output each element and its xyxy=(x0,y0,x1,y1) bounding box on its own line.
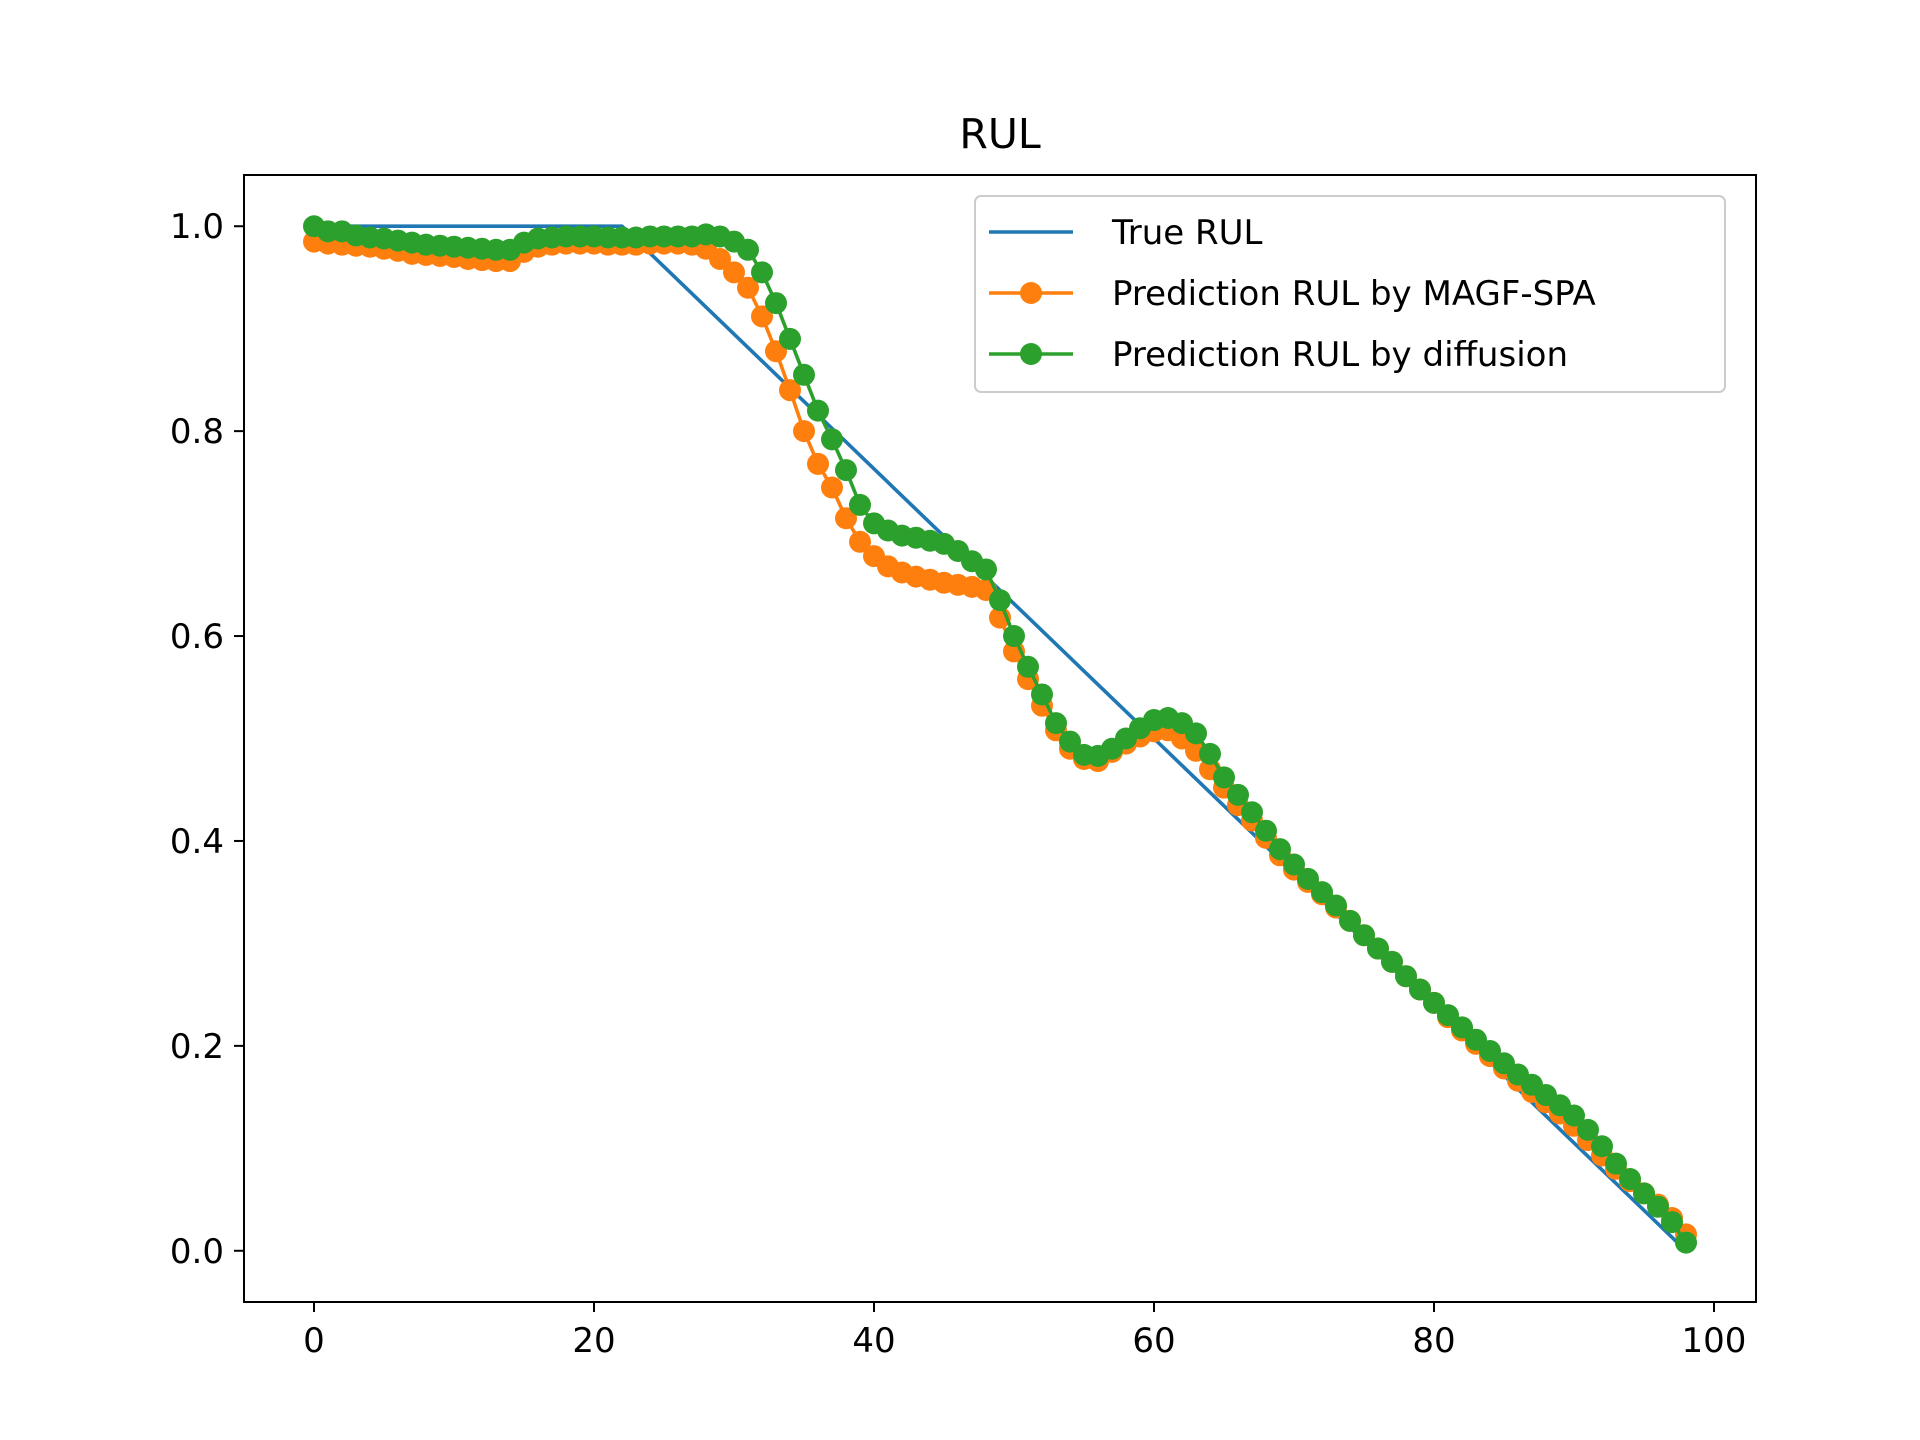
data-point xyxy=(849,493,871,516)
data-point xyxy=(975,558,997,581)
data-point xyxy=(1241,801,1263,824)
data-point xyxy=(1059,730,1081,753)
data-point xyxy=(779,379,801,402)
data-point xyxy=(1017,655,1039,678)
data-point xyxy=(1045,712,1067,735)
data-point xyxy=(779,327,801,350)
data-point xyxy=(1353,924,1375,947)
legend-entry: Prediction RUL by diffusion xyxy=(989,335,1568,375)
data-point xyxy=(1199,742,1221,765)
data-point xyxy=(1031,683,1053,706)
legend-entry: Prediction RUL by MAGF-SPA xyxy=(989,274,1596,314)
legend-marker xyxy=(1020,282,1042,304)
legend-box xyxy=(974,195,1726,393)
data-point xyxy=(1661,1211,1683,1234)
legend-entry: True RUL xyxy=(989,213,1263,253)
axes-frame xyxy=(243,174,1757,1303)
data-point xyxy=(1227,783,1249,806)
data-point xyxy=(737,238,759,261)
data-point xyxy=(1367,937,1389,960)
y-tick-label: 0.0 xyxy=(170,1232,224,1272)
data-point xyxy=(1381,950,1403,973)
data-point xyxy=(1647,1195,1669,1218)
data-point xyxy=(1325,894,1347,917)
axes: 0 20 40 60 80 100 0.0 0.2 0.4 0.6 0.8 1.0 xyxy=(170,174,1757,1361)
data-point xyxy=(1563,1104,1585,1127)
data-point xyxy=(821,476,843,499)
x-tick-label: 100 xyxy=(1682,1321,1747,1361)
data-point xyxy=(737,276,759,299)
data-point xyxy=(1409,978,1431,1001)
data-point xyxy=(835,459,857,482)
data-point xyxy=(1185,722,1207,745)
data-point xyxy=(709,248,731,271)
legend: True RUL Prediction RUL by MAGF-SPA Predic… xyxy=(974,195,1726,393)
data-point xyxy=(1675,1231,1697,1254)
data-point xyxy=(1395,965,1417,988)
data-point xyxy=(807,399,829,422)
series-2 xyxy=(303,215,1697,1254)
data-point xyxy=(751,305,773,328)
y-tick-label: 1.0 xyxy=(170,207,224,247)
legend-label: Prediction RUL by diffusion xyxy=(1112,335,1568,375)
data-point xyxy=(1297,867,1319,890)
data-point xyxy=(989,589,1011,612)
legend-label: True RUL xyxy=(1111,213,1263,253)
y-tick-label: 0.8 xyxy=(170,412,224,452)
data-point xyxy=(807,452,829,475)
x-tick-label: 80 xyxy=(1412,1321,1455,1361)
data-point xyxy=(1283,853,1305,876)
x-tick-label: 20 xyxy=(572,1321,615,1361)
data-point xyxy=(1003,625,1025,648)
x-tick-label: 0 xyxy=(303,1321,325,1361)
data-point xyxy=(1605,1152,1627,1175)
y-tick-label: 0.4 xyxy=(170,822,224,862)
data-point xyxy=(1255,819,1277,842)
x-tick-label: 40 xyxy=(852,1321,895,1361)
data-point xyxy=(751,261,773,284)
data-point xyxy=(1311,881,1333,904)
legend-label: Prediction RUL by MAGF-SPA xyxy=(1112,274,1596,314)
data-point xyxy=(723,261,745,284)
chart-title: RUL xyxy=(959,110,1040,158)
data-point xyxy=(1577,1118,1599,1141)
data-point xyxy=(1591,1135,1613,1158)
data-point xyxy=(1269,838,1291,861)
data-point xyxy=(1339,909,1361,932)
data-point xyxy=(835,507,857,530)
data-point xyxy=(765,292,787,315)
y-tick-label: 0.6 xyxy=(170,617,224,657)
data-point xyxy=(1619,1168,1641,1191)
data-point xyxy=(849,530,871,553)
plot-area xyxy=(303,215,1697,1254)
data-point xyxy=(1213,766,1235,789)
data-point xyxy=(793,420,815,443)
data-point xyxy=(821,428,843,451)
data-point xyxy=(1633,1182,1655,1205)
y-tick-label: 0.2 xyxy=(170,1027,224,1067)
data-point xyxy=(793,363,815,386)
legend-marker xyxy=(1020,343,1042,365)
x-tick-label: 60 xyxy=(1132,1321,1175,1361)
